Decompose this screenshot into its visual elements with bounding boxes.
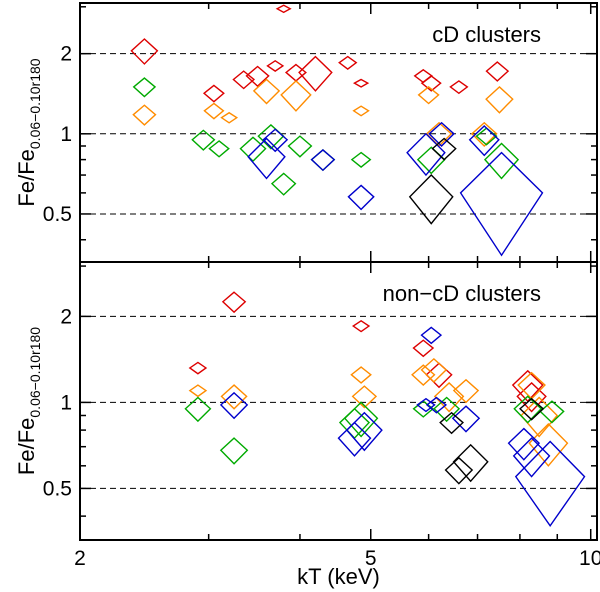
data-point-red [130, 38, 159, 65]
data-point-blue [420, 326, 443, 345]
data-point-red [485, 61, 510, 82]
data-point-blue [507, 427, 541, 461]
data-point-black [452, 443, 489, 483]
data-point-red [232, 70, 256, 90]
data-point-orange [132, 104, 157, 126]
y-tick-label: 2 [60, 305, 72, 328]
data-point-orange [252, 78, 281, 105]
data-point-green [270, 172, 297, 196]
data-point-green [350, 151, 372, 168]
data-point-green [219, 437, 249, 465]
y-axis-label: Fe/Fe0.06−0.10r180 [14, 58, 43, 206]
data-point-green [343, 401, 379, 438]
data-point-orange [280, 79, 312, 112]
data-point-blue [514, 440, 586, 528]
panel-label: non−cD clusters [383, 281, 541, 306]
data-point-green [132, 77, 157, 98]
data-point-orange [350, 366, 372, 384]
data-point-orange [203, 102, 225, 120]
data-point-orange [417, 86, 440, 105]
y-tick-label: 1 [60, 123, 72, 146]
data-point-blue [219, 391, 249, 420]
data-point-red [352, 78, 370, 88]
x-axis-label: kT (keV) [297, 564, 380, 589]
x-tick-label: 2 [74, 547, 86, 570]
y-tick-label: 1 [60, 391, 72, 414]
data-point-orange [351, 385, 378, 409]
data-point-red [245, 65, 270, 88]
data-point-orange [420, 357, 448, 383]
data-point-green [433, 396, 461, 423]
data-point-green [287, 135, 313, 158]
data-point-red [202, 84, 225, 103]
data-point-orange [220, 111, 239, 124]
data-point-blue [337, 421, 372, 457]
panel-label: cD clusters [432, 22, 541, 47]
data-point-red [351, 319, 371, 333]
data-point-green [483, 142, 520, 180]
data-point-red [266, 59, 285, 72]
bottom-markers [184, 291, 586, 528]
data-point-orange [452, 378, 480, 404]
data-point-blue [247, 137, 286, 180]
data-point-blue [459, 151, 544, 257]
bottom-frame [79, 261, 598, 541]
y-tick-label: 0.5 [43, 203, 72, 226]
data-point-black [431, 137, 457, 161]
bottom-panel: 0.5 1 2 2 5 10 kT (keV) non−cD clusters Fe/Fe0.0… [14, 261, 600, 589]
data-point-blue [468, 125, 500, 157]
y-tick-label: 0.5 [43, 477, 72, 500]
y-axis-label: Fe/Fe0.06−0.10r180 [14, 327, 43, 475]
data-point-orange [520, 396, 559, 438]
data-point-green [184, 396, 212, 423]
data-point-red [413, 68, 434, 84]
data-point-green [412, 400, 435, 418]
data-point-orange [433, 381, 465, 413]
data-point-red [275, 4, 292, 14]
data-point-orange [485, 85, 514, 114]
data-point-black [444, 456, 474, 485]
data-point-orange [220, 384, 248, 410]
data-point-red [420, 75, 442, 92]
data-point-blue [512, 437, 551, 478]
data-point-blue [428, 121, 455, 147]
data-point-red [188, 361, 208, 375]
data-point-red [338, 55, 358, 70]
data-point-green [310, 148, 336, 172]
data-point-blue [425, 396, 448, 414]
data-point-black [408, 174, 454, 225]
data-point-green [539, 400, 565, 424]
data-point-black [519, 397, 545, 421]
data-point-blue [310, 148, 336, 172]
data-point-black [439, 411, 464, 435]
data-point-green [208, 140, 230, 158]
data-point-blue [262, 128, 289, 153]
data-point-green [513, 395, 543, 424]
data-point-green [239, 136, 267, 163]
data-point-green [191, 129, 216, 151]
data-point-red [221, 291, 247, 314]
x-tick-label: 10 [579, 547, 600, 570]
data-point-blue [347, 184, 375, 211]
top-markers [130, 4, 544, 257]
data-point-red [449, 80, 469, 95]
y-tick-label: 2 [60, 43, 72, 66]
data-point-orange [528, 423, 569, 467]
data-point-red [284, 63, 307, 82]
data-point-orange [352, 105, 370, 117]
x-tick-label: 5 [365, 547, 377, 570]
data-point-blue [416, 397, 436, 413]
data-point-red [298, 55, 333, 92]
data-point-blue [345, 411, 383, 452]
data-point-red [412, 339, 435, 358]
data-point-blue [406, 132, 446, 177]
data-point-orange [411, 364, 436, 387]
top-panel: 0.5 1 2 cD clusters Fe/Fe0.06−0.10r180 [14, 2, 598, 263]
data-point-blue [451, 405, 481, 433]
data-point-orange [188, 384, 208, 398]
data-point-orange [470, 121, 498, 147]
data-point-red [516, 381, 547, 413]
